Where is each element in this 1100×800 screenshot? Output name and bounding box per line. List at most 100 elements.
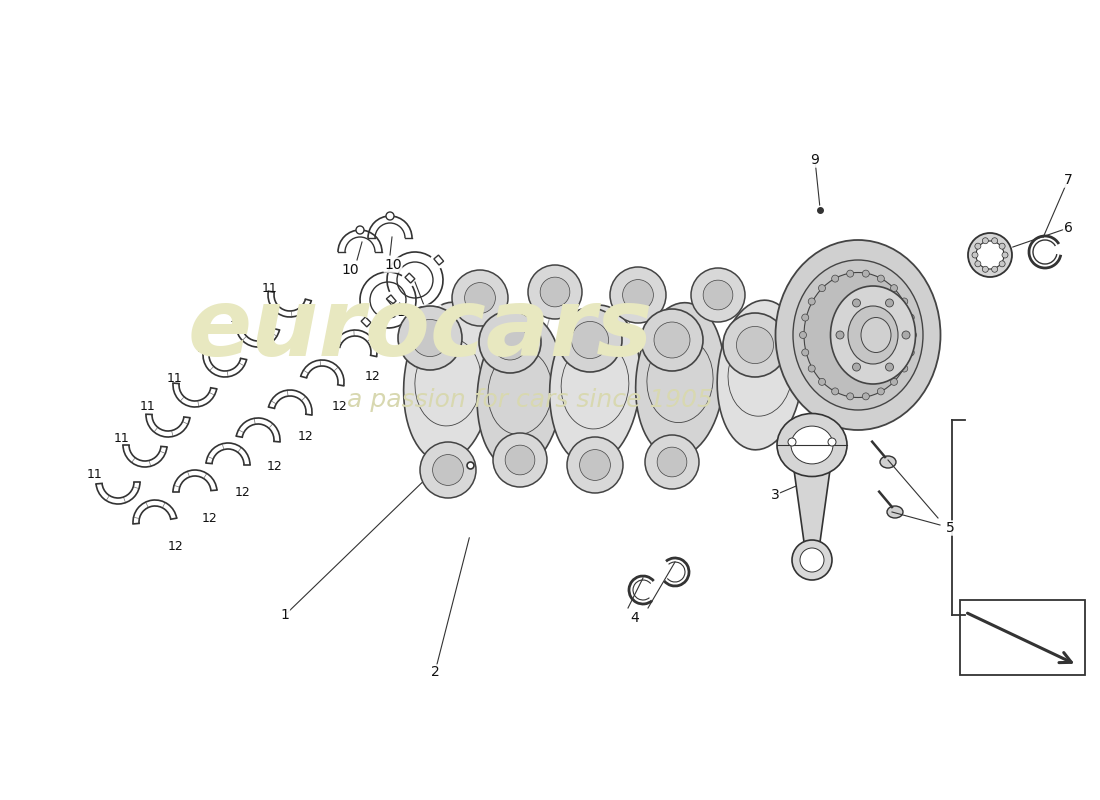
- Text: 11: 11: [140, 401, 156, 414]
- Circle shape: [623, 280, 653, 310]
- Circle shape: [901, 365, 908, 372]
- Text: 3: 3: [771, 488, 780, 502]
- Circle shape: [972, 252, 978, 258]
- Ellipse shape: [415, 338, 481, 426]
- Text: 11: 11: [197, 342, 213, 354]
- Text: 6: 6: [1064, 221, 1072, 235]
- Circle shape: [818, 378, 825, 386]
- Text: 11: 11: [114, 431, 130, 445]
- Circle shape: [862, 270, 869, 277]
- Text: 11: 11: [167, 371, 183, 385]
- Text: 1: 1: [280, 608, 289, 622]
- Ellipse shape: [830, 286, 915, 384]
- Text: 12: 12: [332, 401, 348, 414]
- Circle shape: [908, 314, 914, 321]
- Circle shape: [817, 333, 852, 367]
- Text: 12: 12: [202, 513, 218, 526]
- Circle shape: [645, 435, 698, 489]
- Text: 11: 11: [262, 282, 278, 294]
- Circle shape: [800, 548, 824, 572]
- Circle shape: [386, 212, 394, 220]
- Circle shape: [999, 261, 1005, 267]
- Circle shape: [805, 320, 865, 380]
- Text: 5: 5: [946, 521, 955, 535]
- Circle shape: [657, 447, 686, 477]
- Ellipse shape: [804, 273, 912, 398]
- Ellipse shape: [776, 240, 940, 430]
- Text: 12: 12: [298, 430, 314, 443]
- Ellipse shape: [848, 306, 898, 364]
- Circle shape: [420, 442, 476, 498]
- Polygon shape: [386, 295, 396, 305]
- Text: 11: 11: [230, 311, 246, 325]
- Circle shape: [891, 378, 898, 386]
- Circle shape: [832, 388, 838, 395]
- Polygon shape: [433, 255, 443, 265]
- Ellipse shape: [861, 318, 891, 353]
- Circle shape: [862, 393, 869, 400]
- Text: a passion for cars since 1905: a passion for cars since 1905: [348, 388, 713, 412]
- Circle shape: [808, 365, 815, 372]
- Circle shape: [836, 331, 844, 339]
- Circle shape: [982, 238, 989, 244]
- Ellipse shape: [791, 426, 833, 464]
- Ellipse shape: [404, 302, 493, 462]
- Circle shape: [398, 306, 462, 370]
- Text: 13: 13: [396, 305, 414, 319]
- Circle shape: [356, 226, 364, 234]
- Circle shape: [910, 331, 916, 338]
- Circle shape: [505, 445, 535, 475]
- Circle shape: [902, 331, 910, 339]
- Text: 12: 12: [267, 461, 283, 474]
- Text: 10: 10: [384, 258, 402, 272]
- Circle shape: [432, 454, 463, 486]
- Text: 12: 12: [168, 541, 184, 554]
- Text: 12: 12: [235, 486, 251, 498]
- Circle shape: [847, 270, 854, 277]
- Circle shape: [464, 282, 495, 314]
- Circle shape: [558, 308, 622, 372]
- Circle shape: [566, 437, 623, 493]
- Circle shape: [975, 261, 981, 267]
- Ellipse shape: [717, 300, 803, 450]
- Circle shape: [908, 349, 914, 356]
- Text: 4: 4: [630, 611, 639, 625]
- Circle shape: [478, 311, 541, 373]
- Circle shape: [492, 324, 528, 360]
- Polygon shape: [794, 470, 830, 542]
- Bar: [960, 600, 1085, 675]
- Circle shape: [878, 388, 884, 395]
- Circle shape: [654, 322, 690, 358]
- Polygon shape: [361, 317, 371, 327]
- Ellipse shape: [647, 338, 713, 422]
- Ellipse shape: [477, 314, 563, 470]
- Circle shape: [808, 298, 815, 305]
- Circle shape: [982, 266, 989, 272]
- Text: 10: 10: [341, 263, 359, 277]
- Circle shape: [975, 243, 981, 249]
- Circle shape: [886, 363, 893, 371]
- Circle shape: [852, 299, 860, 307]
- Circle shape: [691, 268, 745, 322]
- Circle shape: [852, 363, 860, 371]
- Text: 7: 7: [1064, 173, 1072, 187]
- Circle shape: [828, 438, 836, 446]
- Circle shape: [703, 280, 733, 310]
- Circle shape: [886, 299, 893, 307]
- Text: eurocars: eurocars: [187, 284, 652, 376]
- Ellipse shape: [728, 334, 792, 416]
- Text: 13: 13: [424, 305, 441, 319]
- Ellipse shape: [793, 260, 923, 410]
- Polygon shape: [405, 273, 415, 283]
- Circle shape: [891, 285, 898, 292]
- Circle shape: [991, 266, 998, 272]
- Circle shape: [792, 540, 832, 580]
- Circle shape: [800, 331, 806, 338]
- Circle shape: [999, 243, 1005, 249]
- Ellipse shape: [887, 506, 903, 518]
- Circle shape: [411, 319, 449, 357]
- Circle shape: [991, 238, 998, 244]
- Circle shape: [641, 309, 703, 371]
- Ellipse shape: [968, 233, 1012, 277]
- Circle shape: [788, 438, 796, 446]
